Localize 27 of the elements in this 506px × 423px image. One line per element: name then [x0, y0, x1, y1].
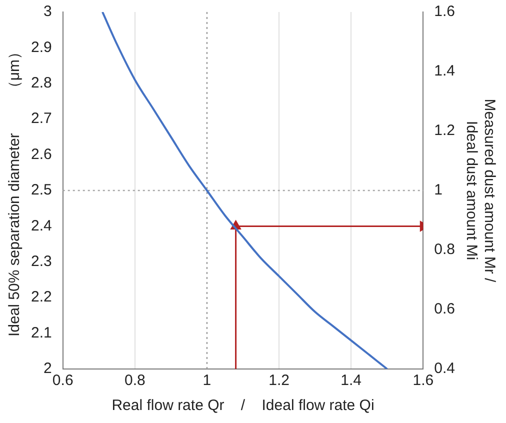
y-tick-label: 2.7 [30, 110, 52, 128]
y-tick-label: 2.3 [30, 253, 52, 270]
y2-tick-label: 1.6 [434, 3, 456, 20]
x-tick-label: 0.8 [124, 372, 146, 390]
y2-axis-title: Measured dust amount Mr / Ideal dust amount Mi [462, 98, 498, 284]
y-tick-label: 2.8 [30, 74, 52, 92]
y-axis-title: Ideal 50% separation diameter （μm） [6, 44, 24, 337]
y-tick-label: 2.1 [30, 324, 52, 342]
y-tick-label: 2.2 [30, 288, 52, 306]
x-tick-label: 1.4 [340, 372, 362, 390]
y2-tick-label: 0.4 [434, 360, 456, 378]
y2-tick-label: 1.4 [434, 62, 456, 80]
x-tick-label: 1.6 [412, 372, 434, 390]
y-tick-label: 2.9 [30, 38, 52, 56]
x-tick-label: 1 [202, 372, 212, 390]
x-axis-title: Real flow rate Qr / Ideal flow rate Qi [112, 397, 374, 414]
y2-tick-label: 0.6 [434, 300, 456, 318]
y2-tick-label: 0.8 [434, 241, 456, 258]
y-tick-label: 2 [44, 360, 52, 378]
x-tick-label: 0.6 [52, 372, 74, 390]
y-tick-label: 2.5 [30, 182, 52, 199]
y2-tick-label: 1 [434, 182, 442, 199]
y-tick-label: 2.6 [30, 146, 52, 163]
y2-tick-label: 1.2 [434, 122, 456, 140]
y-tick-label: 3 [44, 3, 52, 20]
x-tick-label: 1.2 [268, 372, 290, 390]
y-tick-label: 2.4 [30, 217, 52, 234]
